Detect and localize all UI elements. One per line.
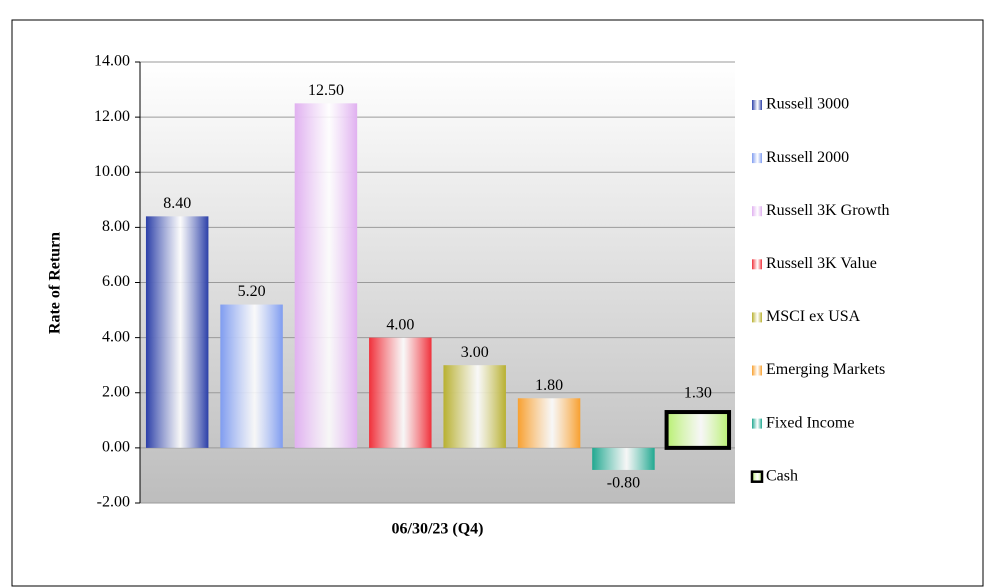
- value-label: 1.80: [535, 377, 563, 394]
- legend-label: Russell 2000: [766, 149, 849, 166]
- x-tick-label: 06/30/23 (Q4): [392, 521, 484, 538]
- legend-label: Cash: [766, 467, 798, 484]
- legend-label: Emerging Markets: [766, 361, 885, 378]
- y-tick-label: 8.00: [102, 218, 130, 235]
- y-axis-label: Rate of Return: [47, 232, 64, 334]
- value-label: 8.40: [163, 195, 191, 212]
- y-tick-label: 6.00: [102, 273, 130, 290]
- legend-swatch: [750, 470, 764, 483]
- value-label: 3.00: [461, 344, 489, 361]
- legend-label: Fixed Income: [766, 414, 854, 431]
- legend-swatch: [752, 312, 762, 323]
- legend-swatch: [752, 100, 762, 110]
- legend-swatch: [752, 418, 762, 429]
- bar: [369, 337, 432, 448]
- bar: [294, 103, 358, 448]
- y-tick-label: -2.00: [97, 494, 130, 511]
- y-tick-label: 14.00: [94, 53, 130, 70]
- bar: [220, 304, 283, 448]
- legend-swatch: [752, 259, 762, 270]
- bar: [592, 447, 655, 470]
- bar: [664, 410, 732, 450]
- y-tick-label: 0.00: [102, 439, 130, 456]
- bar: [517, 398, 581, 448]
- y-tick-label: 10.00: [94, 163, 130, 180]
- legend-swatch: [752, 206, 762, 217]
- legend-label: Russell 3000: [766, 96, 849, 113]
- legend-swatch: [752, 153, 762, 164]
- bar: [145, 216, 209, 448]
- legend-swatch: [752, 365, 762, 376]
- bar: [443, 365, 506, 448]
- legend-label: Russell 3K Growth: [766, 202, 890, 219]
- value-label: 4.00: [386, 316, 414, 333]
- legend-label: Russell 3K Value: [766, 255, 877, 272]
- value-label: 1.30: [684, 385, 712, 402]
- y-tick-label: 4.00: [102, 328, 130, 345]
- y-tick-label: 12.00: [94, 108, 130, 125]
- y-tick-label: 2.00: [102, 383, 130, 400]
- value-label: 5.20: [238, 283, 266, 300]
- value-label: 12.50: [308, 82, 344, 99]
- value-label: -0.80: [607, 475, 640, 492]
- legend-label: MSCI ex USA: [766, 308, 861, 325]
